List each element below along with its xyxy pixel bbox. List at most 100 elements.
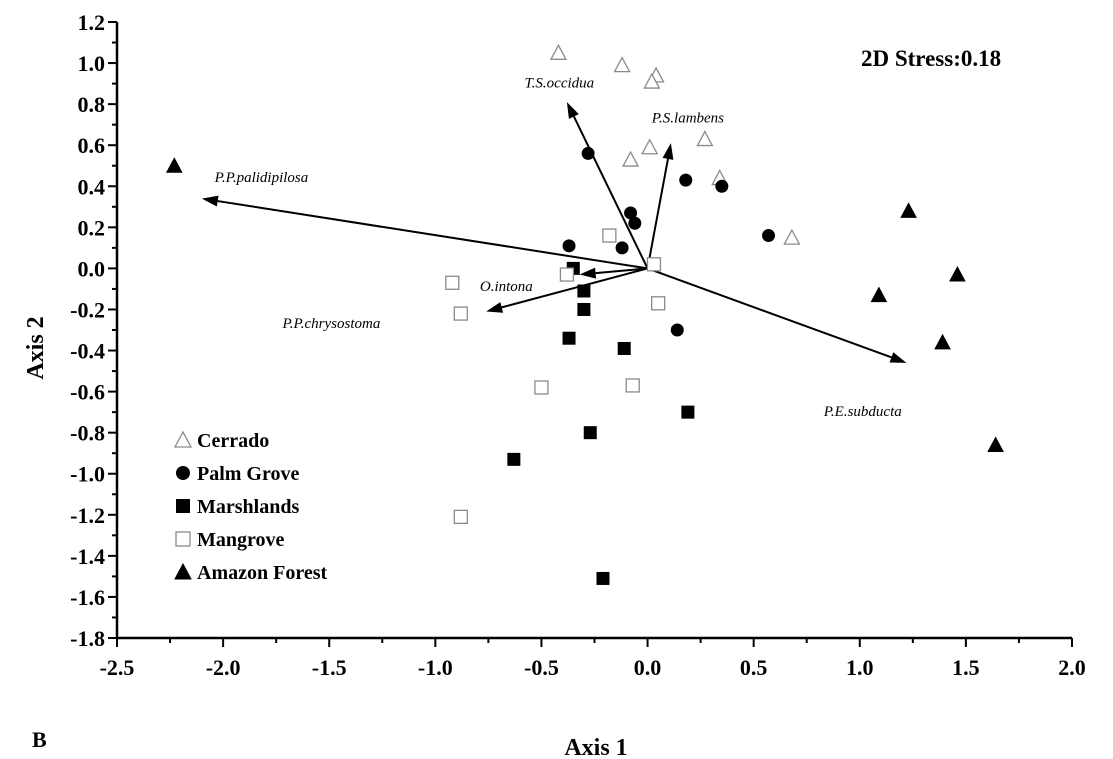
triangle-open-marker [783,228,801,245]
triangle-filled-marker [174,562,192,580]
x-tick-label: 0.0 [634,655,662,680]
y-tick-label: 0.6 [78,133,106,158]
circle-filled-marker [715,179,729,193]
x-tick-label: -2.0 [206,655,241,680]
x-tick-label: 1.0 [846,655,874,680]
square-open-marker [534,380,549,395]
triangle-filled-marker [987,436,1004,452]
y-tick-label: -1.2 [70,503,105,528]
square-open-marker [445,275,460,290]
data-points [165,43,1004,585]
square-filled-marker [681,405,695,419]
x-tick-label: -0.5 [524,655,559,680]
square-open-marker [453,306,468,321]
square-filled-marker [176,499,190,513]
square-filled-marker [577,284,591,298]
x-tick-label: -1.5 [312,655,347,680]
legend-label: Palm Grove [197,463,300,485]
vector-line [647,267,892,359]
y-tick-label: 0.4 [78,174,106,199]
vector-arrowhead [889,352,907,363]
vector-line [572,116,649,269]
x-tick-label: 0.5 [740,655,768,680]
y-tick-label: 0.8 [78,92,106,117]
circle-filled-marker [176,466,190,480]
vector-arrowhead [662,143,674,160]
stress-annotation: 2D Stress:0.18 [861,46,1001,71]
axes: 1.2 1.0 0.8 0.6 0.4 0.2 0.0 -0.2 -0.4 -0.6 -0.8 -1.… [70,10,1086,680]
square-open-marker [453,509,468,525]
triangle-open-marker [643,72,661,89]
x-tick-label: 2.0 [1058,655,1086,680]
legend-label: Marshlands [197,496,299,518]
y-tick-label: 1.0 [78,51,106,76]
vector-line [501,267,648,309]
triangle-filled-marker [165,157,183,173]
square-filled-marker [596,571,610,585]
vector-arrowhead [486,302,504,313]
circle-filled-marker [670,323,684,337]
vector-label: O.intona [480,279,533,295]
y-tick-label: -0.4 [70,339,105,364]
vector-arrowhead [566,102,579,119]
triangle-filled-marker [870,286,888,303]
square-open-marker [175,531,191,547]
vector-label: P.P.palidipilosa [214,170,309,186]
x-axis-title: Axis 1 [564,735,627,759]
legend-label: Mangrove [197,529,285,551]
square-filled-marker [577,302,591,316]
circle-filled-marker [762,229,776,243]
square-open-marker [646,257,662,272]
vector-arrowhead [201,195,219,207]
y-tick-label: -0.8 [70,421,105,446]
triangle-filled-marker [934,333,951,350]
circle-filled-marker [562,239,576,253]
y-axis-title: Axis 2 [23,316,49,379]
circle-filled-marker [615,241,629,255]
y-tick-label: 0.2 [78,215,106,240]
square-open-marker [651,296,666,311]
vector-arrowhead [579,267,597,279]
square-open-marker [602,228,617,243]
legend-label: Cerrado [197,430,269,452]
triangle-open-marker [696,130,714,147]
y-tick-label: -1.0 [70,462,105,487]
y-tick-label: 1.2 [78,10,106,35]
triangle-open-marker [549,43,568,60]
x-tick-label: -2.5 [100,655,135,680]
x-tick-label: -1.0 [418,655,453,680]
vector-label: P.S.lambens [651,111,724,127]
vector-line [646,158,669,269]
square-filled-marker [562,331,576,345]
circle-filled-marker [581,146,595,160]
vectors: T.S.occidua P.S.lambens P.P.palidipilosa O.… [201,76,907,420]
vector-line [217,200,648,270]
panel-label: B [32,727,47,752]
triangle-open-marker [613,56,631,73]
y-tick-label: -1.8 [70,626,105,651]
y-tick-label: -1.6 [70,585,105,610]
square-filled-marker [583,426,597,440]
square-open-marker [559,267,575,282]
triangle-open-marker [621,150,640,167]
triangle-filled-marker [949,266,966,282]
legend-label: Amazon Forest [197,562,327,584]
triangle-filled-marker [900,202,917,218]
circle-filled-marker [628,216,642,230]
y-tick-label: -1.4 [70,544,105,569]
x-tick-label: 1.5 [952,655,980,680]
square-open-marker [625,378,640,393]
vector-label: P.E.subducta [823,404,902,420]
legend: Cerrado Palm Grove Marshlands Mangrove Amazo… [173,430,327,584]
vector-label: T.S.occidua [524,76,594,92]
circle-filled-marker [679,173,693,187]
y-tick-label: -0.6 [70,380,105,405]
vector-label: P.P.chrysostoma [282,316,381,332]
y-tick-label: -0.2 [70,297,105,322]
square-filled-marker [617,341,631,355]
square-filled-marker [507,452,521,466]
y-tick-label: 0.0 [78,256,106,281]
triangle-open-marker [641,138,659,155]
vector-line [595,267,648,275]
